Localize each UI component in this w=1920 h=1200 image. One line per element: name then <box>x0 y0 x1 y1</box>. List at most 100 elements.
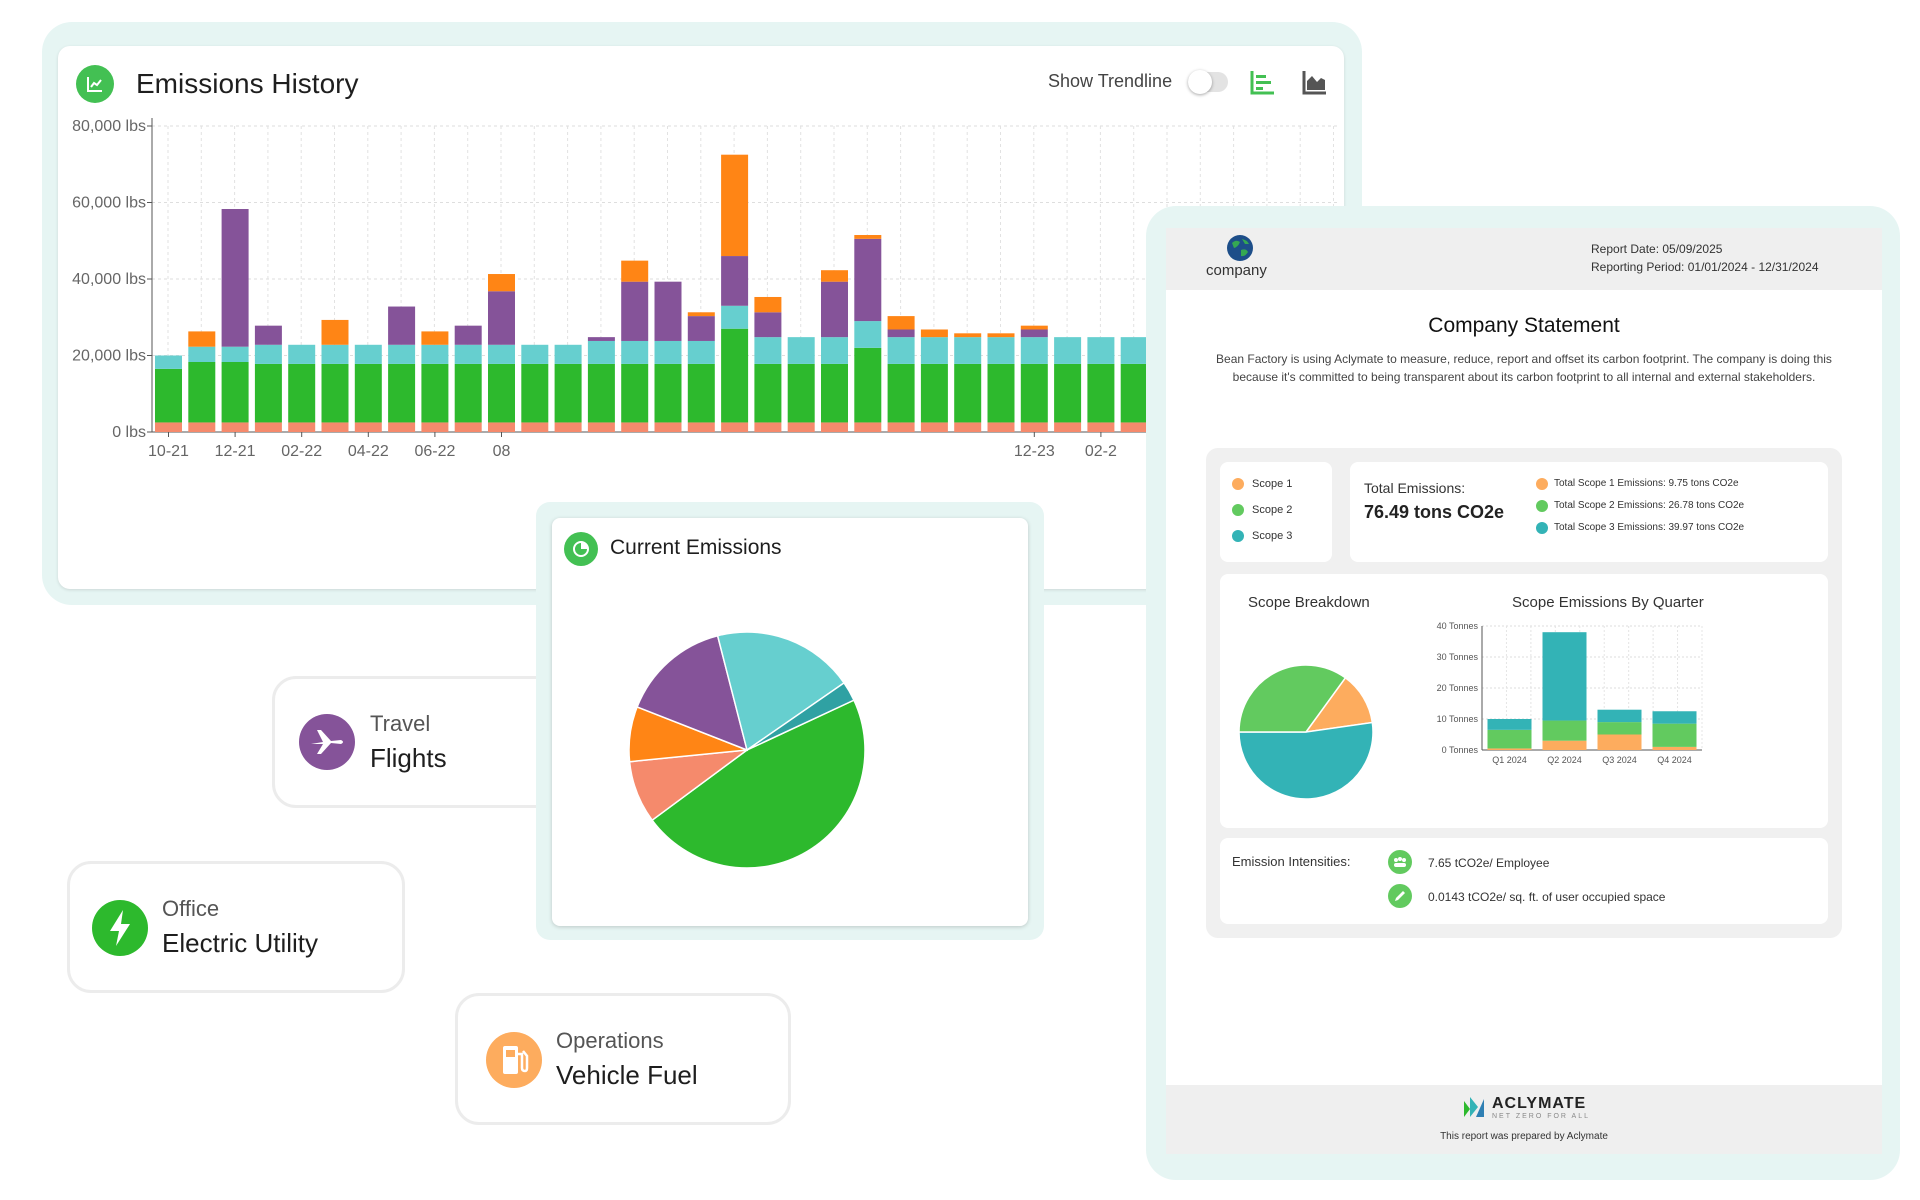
statement-title: Company Statement <box>1428 314 1620 337</box>
people-icon <box>1388 850 1412 874</box>
scope-charts-panel: Scope Breakdown Scope Emissions By Quart… <box>1220 574 1828 828</box>
history-bar-segment <box>488 291 515 345</box>
trendline-label: Show Trendline <box>1048 71 1173 91</box>
history-bar-segment <box>388 363 416 423</box>
history-bar-segment <box>920 329 948 338</box>
line-chart-icon <box>76 65 114 103</box>
scope-breakdown-title: Scope Breakdown <box>1248 594 1370 611</box>
category-group-label: Travel <box>370 711 431 736</box>
history-bar-segment <box>687 340 715 364</box>
history-bar-segment <box>188 362 216 423</box>
history-bar-segment <box>155 368 182 423</box>
history-bar-segment <box>787 422 815 432</box>
history-bar-segment <box>388 306 416 345</box>
scope3-total: Total Scope 3 Emissions: 39.97 tons CO2e <box>1554 522 1745 533</box>
history-bar-segment <box>987 333 1015 338</box>
history-bar-segment <box>920 363 948 423</box>
report-document: company Report Date: 05/09/2025 Reportin… <box>1166 228 1882 1154</box>
history-bar-segment <box>621 260 649 282</box>
quarter-bar-segment <box>1487 719 1532 730</box>
quarter-bar-segment <box>1487 748 1532 750</box>
history-bar-segment <box>321 344 349 364</box>
x-tick-label: 10-21 <box>148 443 189 460</box>
category-group-label: Office <box>162 896 220 921</box>
history-bar-segment <box>721 422 749 432</box>
quarter-bar-chart: 0 Tonnes 10 Tonnes 20 Tonnes 30 Tonnes 40 To… <box>1437 621 1703 765</box>
category-card-vehicle-fuel[interactable]: Operations Vehicle Fuel <box>455 993 791 1125</box>
scope2-dot <box>1232 504 1244 516</box>
emissions-history-chart: 0 lbs 20,000 lbs 40,000 lbs 60,000 lbs 80,00… <box>72 118 1340 460</box>
history-bar-segment <box>587 337 615 341</box>
history-bar-segment <box>854 321 882 348</box>
history-bar-segment <box>987 363 1015 423</box>
quarter-bar-segment <box>1652 723 1697 747</box>
statement-body: Bean Factory is using Aclymate to measur… <box>1216 352 1832 384</box>
history-bar-segment <box>1020 363 1048 423</box>
scope-breakdown-pie <box>1238 664 1374 800</box>
reporting-period: Reporting Period: 01/01/2024 - 12/31/202… <box>1591 260 1819 274</box>
report-footer: ACLYMATE NET ZERO FOR ALL This report wa… <box>1166 1085 1882 1154</box>
y-tick-label: 0 lbs <box>112 424 146 441</box>
history-bar-segment <box>488 274 515 292</box>
bar-chart-icon[interactable] <box>1248 68 1276 96</box>
history-bar-segment <box>954 337 982 364</box>
history-bar-segment <box>521 422 549 432</box>
history-bar-segment <box>521 363 549 423</box>
history-bar-segment <box>454 363 482 423</box>
quarter-x-tick-label: Q1 2024 <box>1492 755 1527 765</box>
current-emissions-slice <box>636 634 749 752</box>
history-bar-segment <box>388 344 416 364</box>
quarter-y-tick-label: 40 Tonnes <box>1437 621 1479 631</box>
history-bar-segment <box>887 422 915 432</box>
history-bar-segment <box>954 363 982 423</box>
history-bar-segment <box>1020 325 1048 330</box>
footer-note: This report was prepared by Aclymate <box>1440 1131 1608 1142</box>
scope3-dot <box>1536 522 1548 534</box>
history-bar-segment <box>321 363 349 423</box>
history-bar-segment <box>854 238 882 322</box>
history-bar-segment <box>687 316 715 341</box>
history-bar-segment <box>920 422 948 432</box>
lightning-icon <box>92 900 148 956</box>
history-bar-segment <box>188 331 216 347</box>
history-bar-segment <box>1120 363 1148 423</box>
current-emissions-card: Current Emissions <box>552 518 1028 926</box>
scope3-label: Scope 3 <box>1252 530 1293 542</box>
quarter-bar-segment <box>1542 632 1587 721</box>
category-card-electric-utility[interactable]: Office Electric Utility <box>67 861 405 993</box>
history-bar-segment <box>754 337 782 364</box>
intensities-panel: Emission Intensities: 7.65 tCO2e/ Employ… <box>1220 838 1828 924</box>
history-bar-segment <box>454 344 482 364</box>
scope2-total: Total Scope 2 Emissions: 26.78 tons CO2e <box>1554 500 1745 511</box>
category-name-label: Vehicle Fuel <box>556 1060 698 1090</box>
scope2-dot <box>1536 500 1548 512</box>
history-bar-segment <box>354 422 382 432</box>
history-bar-segment <box>1087 422 1115 432</box>
intensity-area: 0.0143 tCO2e/ sq. ft. of user occupied s… <box>1428 890 1666 904</box>
quarter-y-tick-label: 20 Tonnes <box>1437 683 1479 693</box>
current-emissions-title: Current Emissions <box>610 536 782 559</box>
quarter-bar-segment <box>1542 720 1587 741</box>
trendline-toggle-knob[interactable] <box>1188 70 1212 94</box>
y-tick-label: 20,000 lbs <box>72 348 146 365</box>
history-bar-segment <box>654 363 682 423</box>
quarter-bar-segment <box>1542 740 1587 750</box>
quarter-bar-segment <box>1652 746 1697 750</box>
history-bar-segment <box>254 422 282 432</box>
history-bar-segment <box>221 422 249 432</box>
history-bar-segment <box>920 337 948 364</box>
area-chart-icon[interactable] <box>1300 68 1328 96</box>
history-bar-segment <box>354 344 382 364</box>
history-bar-segment <box>821 422 848 432</box>
history-bar-segment <box>288 422 316 432</box>
company-logo-text: company <box>1206 262 1267 279</box>
history-bar-segment <box>821 270 848 282</box>
total-emissions-value: 76.49 tons CO2e <box>1364 502 1505 522</box>
history-bar-segment <box>1120 337 1148 364</box>
history-bar-segment <box>821 363 848 423</box>
category-group-label: Operations <box>556 1028 664 1053</box>
quarter-y-tick-label: 30 Tonnes <box>1437 652 1479 662</box>
scope3-dot <box>1232 530 1244 542</box>
history-bar-segment <box>787 363 815 423</box>
footer-tagline: NET ZERO FOR ALL <box>1492 1113 1590 1120</box>
